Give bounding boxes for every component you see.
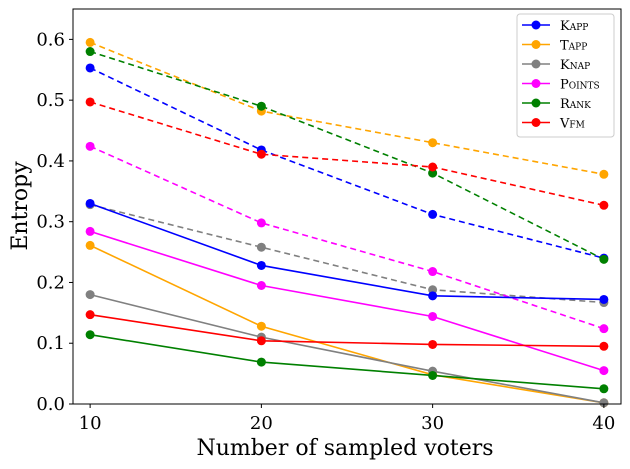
data-point bbox=[599, 398, 609, 408]
series-vfm-dashed bbox=[85, 97, 609, 210]
legend-label: Points bbox=[560, 78, 600, 93]
data-point bbox=[85, 97, 95, 107]
legend: Kapp Tapp Knap Points Rank Vfm bbox=[516, 13, 615, 138]
data-point bbox=[428, 370, 438, 380]
series-line bbox=[89, 230, 605, 372]
data-point bbox=[428, 339, 438, 349]
data-point bbox=[256, 260, 266, 270]
data-point bbox=[256, 357, 266, 367]
data-point bbox=[256, 281, 266, 290]
legend-label: Knap bbox=[560, 58, 590, 73]
legend-item-knap: Knap bbox=[522, 58, 590, 73]
data-point bbox=[85, 330, 95, 340]
data-point bbox=[256, 321, 266, 331]
data-point bbox=[256, 218, 266, 228]
data-point bbox=[428, 291, 438, 301]
y-tick-label: 0.6 bbox=[36, 29, 65, 50]
series-rank-dashed bbox=[85, 47, 609, 264]
series-line bbox=[89, 293, 605, 404]
y-tick-label: 0.3 bbox=[36, 212, 65, 233]
legend-swatch-marker bbox=[531, 118, 541, 127]
legend-swatch-marker bbox=[531, 98, 541, 108]
data-point bbox=[256, 336, 266, 346]
series-line bbox=[89, 50, 605, 261]
data-point bbox=[256, 149, 266, 159]
legend-item-vfm: Vfm bbox=[522, 117, 585, 132]
data-point bbox=[428, 209, 438, 219]
legend-label: Rank bbox=[560, 97, 591, 112]
series-line bbox=[89, 333, 604, 390]
y-tick-label: 0.2 bbox=[36, 272, 65, 293]
series-kapp-solid bbox=[85, 198, 609, 304]
data-point bbox=[256, 242, 266, 252]
legend-item-points: Points bbox=[522, 78, 600, 93]
legend-swatch-marker bbox=[531, 40, 541, 49]
legend-items: Kapp Tapp Knap Points Rank Vfm bbox=[522, 19, 600, 132]
data-point bbox=[599, 366, 609, 376]
series-line bbox=[89, 244, 605, 404]
series-line bbox=[89, 67, 605, 259]
y-axis-ticks: 0.0 0.1 0.2 0.3 0.4 0.5 0.6 bbox=[36, 29, 73, 415]
series-layer bbox=[85, 37, 609, 408]
data-point bbox=[85, 290, 95, 300]
legend-item-tapp: Tapp bbox=[522, 39, 587, 54]
x-tick-label: 30 bbox=[421, 413, 444, 434]
legend-swatch-marker bbox=[531, 20, 541, 30]
data-point bbox=[428, 138, 438, 148]
data-point bbox=[428, 162, 438, 172]
data-point bbox=[85, 141, 95, 151]
x-tick-label: 40 bbox=[592, 413, 615, 434]
x-tick-label: 10 bbox=[79, 413, 102, 434]
legend-swatch-marker bbox=[531, 59, 541, 69]
data-point bbox=[85, 47, 95, 57]
y-tick-label: 0.1 bbox=[36, 333, 65, 354]
legend-label: Tapp bbox=[560, 39, 587, 54]
x-tick-label: 20 bbox=[250, 413, 273, 434]
data-point bbox=[599, 169, 609, 179]
data-point bbox=[599, 341, 609, 351]
x-axis-ticks: 10 20 30 40 bbox=[79, 404, 615, 434]
data-point bbox=[85, 226, 95, 236]
data-point bbox=[599, 200, 609, 210]
y-tick-label: 0.0 bbox=[36, 394, 65, 415]
series-line bbox=[89, 202, 604, 301]
series-line bbox=[89, 145, 605, 330]
data-point bbox=[85, 37, 95, 47]
series-line bbox=[89, 203, 604, 304]
legend-label: Vfm bbox=[559, 117, 585, 132]
series-line bbox=[90, 313, 604, 348]
legend-swatch-marker bbox=[531, 79, 541, 88]
legend-item-rank: Rank bbox=[522, 97, 591, 112]
data-point bbox=[428, 267, 438, 277]
data-point bbox=[85, 310, 95, 320]
plot-frame bbox=[72, 8, 622, 405]
y-axis-label: Entropy bbox=[8, 161, 33, 251]
series-knap-solid bbox=[85, 290, 609, 408]
y-tick-label: 0.5 bbox=[36, 90, 65, 111]
legend-item-kapp: Kapp bbox=[522, 19, 588, 34]
data-point bbox=[85, 198, 95, 208]
x-axis-label: Number of sampled voters bbox=[196, 436, 493, 461]
data-point bbox=[428, 311, 438, 321]
data-point bbox=[599, 384, 609, 394]
series-line bbox=[89, 101, 605, 207]
y-tick-label: 0.4 bbox=[36, 151, 65, 172]
data-point bbox=[85, 63, 95, 73]
data-point bbox=[256, 101, 266, 111]
series-line bbox=[89, 41, 605, 176]
series-knap-dashed bbox=[85, 200, 609, 308]
series-points-dashed bbox=[85, 141, 609, 334]
series-points-solid bbox=[85, 226, 609, 376]
data-point bbox=[599, 294, 609, 304]
data-point bbox=[599, 254, 609, 264]
series-vfm-solid bbox=[85, 310, 609, 351]
legend-label: Kapp bbox=[560, 19, 588, 34]
data-point bbox=[85, 240, 95, 250]
data-point bbox=[599, 324, 609, 334]
series-rank-solid bbox=[85, 330, 609, 394]
